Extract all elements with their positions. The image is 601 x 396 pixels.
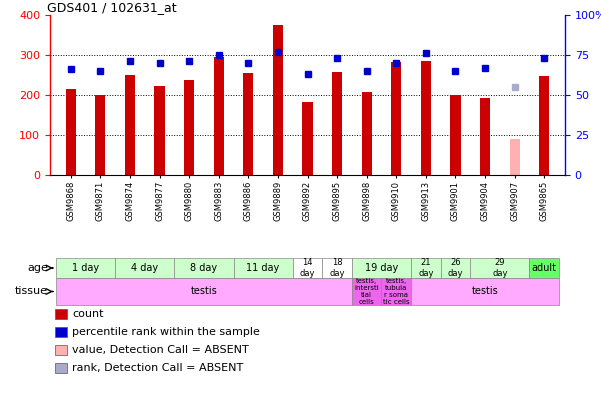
- Bar: [480, 98, 490, 175]
- Text: age: age: [27, 263, 48, 273]
- Text: 1 day: 1 day: [72, 263, 99, 273]
- Bar: [362, 92, 372, 175]
- Bar: [213, 57, 224, 175]
- Bar: [115, 258, 174, 278]
- Bar: [243, 73, 254, 175]
- Text: value, Detection Call = ABSENT: value, Detection Call = ABSENT: [72, 345, 249, 355]
- Bar: [529, 258, 559, 278]
- Bar: [382, 278, 411, 305]
- Bar: [273, 25, 283, 175]
- Text: tissue: tissue: [15, 286, 48, 297]
- Text: 18
day: 18 day: [329, 258, 345, 278]
- Bar: [471, 258, 529, 278]
- Text: percentile rank within the sample: percentile rank within the sample: [72, 327, 260, 337]
- Bar: [302, 102, 313, 175]
- Bar: [56, 258, 115, 278]
- Text: 19 day: 19 day: [365, 263, 398, 273]
- Text: 11 day: 11 day: [246, 263, 279, 273]
- Text: rank, Detection Call = ABSENT: rank, Detection Call = ABSENT: [72, 363, 243, 373]
- Bar: [125, 75, 135, 175]
- Bar: [510, 139, 520, 175]
- Bar: [293, 258, 322, 278]
- Text: 4 day: 4 day: [131, 263, 158, 273]
- Text: testis: testis: [191, 286, 218, 297]
- Bar: [332, 72, 343, 175]
- Bar: [184, 80, 194, 175]
- Bar: [174, 258, 234, 278]
- Text: 8 day: 8 day: [191, 263, 218, 273]
- Bar: [352, 258, 411, 278]
- Bar: [421, 61, 431, 175]
- Bar: [411, 258, 441, 278]
- Text: testis,
tubula
r soma
tic cells: testis, tubula r soma tic cells: [383, 278, 410, 305]
- Bar: [154, 86, 165, 175]
- Text: 14
day: 14 day: [300, 258, 316, 278]
- Text: testis,
intersti
tial
cells: testis, intersti tial cells: [355, 278, 379, 305]
- Text: 29
day: 29 day: [492, 258, 508, 278]
- Text: adult: adult: [532, 263, 557, 273]
- Bar: [322, 258, 352, 278]
- Bar: [391, 62, 401, 175]
- Bar: [56, 278, 352, 305]
- Bar: [234, 258, 293, 278]
- Bar: [411, 278, 559, 305]
- Bar: [441, 258, 471, 278]
- Bar: [352, 278, 382, 305]
- Text: GDS401 / 102631_at: GDS401 / 102631_at: [47, 1, 177, 14]
- Bar: [66, 89, 76, 175]
- Text: 26
day: 26 day: [448, 258, 463, 278]
- Text: 21
day: 21 day: [418, 258, 434, 278]
- Text: testis: testis: [472, 286, 498, 297]
- Bar: [450, 95, 461, 175]
- Bar: [539, 76, 549, 175]
- Bar: [95, 95, 106, 175]
- Text: count: count: [72, 309, 103, 319]
